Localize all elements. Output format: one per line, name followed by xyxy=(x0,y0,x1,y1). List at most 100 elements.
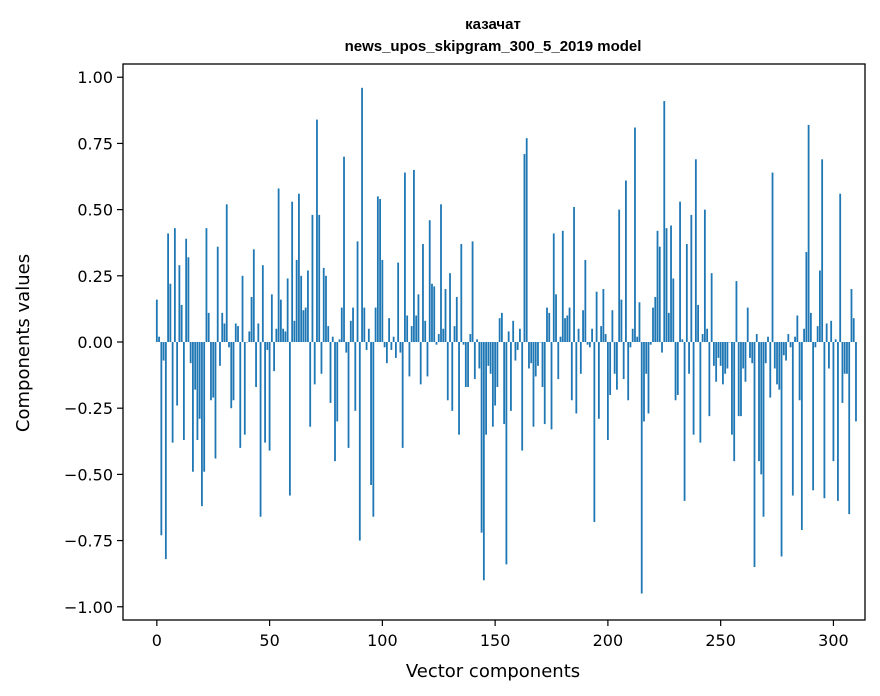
bar-95 xyxy=(370,342,372,485)
bar-205 xyxy=(618,209,621,342)
bar-306 xyxy=(846,342,848,374)
bar-163 xyxy=(523,154,526,342)
bar-7 xyxy=(171,342,174,443)
bar-123 xyxy=(433,286,436,342)
bar-297 xyxy=(825,323,828,342)
bar-45 xyxy=(257,323,260,342)
x-tick-label-50: 50 xyxy=(259,631,279,650)
bar-242 xyxy=(701,334,704,342)
y-tick-label-4: 0.00 xyxy=(77,333,113,352)
x-tick-label-100: 100 xyxy=(367,631,398,650)
bar-13 xyxy=(185,238,188,342)
bar-217 xyxy=(645,342,648,374)
bar-99 xyxy=(379,199,381,342)
bar-59 xyxy=(288,342,291,496)
bar-291 xyxy=(812,342,815,491)
bar-228 xyxy=(670,225,672,342)
bar-268 xyxy=(760,342,763,475)
bar-184 xyxy=(570,342,573,401)
bar-240 xyxy=(697,304,699,342)
bar-55 xyxy=(279,299,282,342)
bar-64 xyxy=(300,275,303,342)
y-axis: −1.00 −0.75 −0.50 −0.25 0.00 0.25 0.50 0.75 1.00 xyxy=(64,68,123,617)
bar-151 xyxy=(496,342,499,388)
bar-192 xyxy=(588,342,591,348)
bar-293 xyxy=(816,326,819,342)
bar-94 xyxy=(367,328,370,342)
bar-161 xyxy=(519,328,521,342)
bar-42 xyxy=(250,296,253,342)
bar-25 xyxy=(212,342,215,398)
bar-210 xyxy=(629,342,632,348)
bar-121 xyxy=(428,220,431,342)
bar-83 xyxy=(343,156,345,342)
bar-168 xyxy=(534,342,537,377)
bar-133 xyxy=(455,296,458,342)
bar-44 xyxy=(255,342,257,388)
bar-97 xyxy=(374,307,377,342)
bar-237 xyxy=(690,214,693,342)
bar-0 xyxy=(155,299,158,342)
bar-29 xyxy=(221,312,224,342)
bar-212 xyxy=(634,127,636,342)
bar-154 xyxy=(503,342,506,425)
bar-298 xyxy=(828,342,830,369)
bar-239 xyxy=(694,159,697,342)
bar-102 xyxy=(385,342,388,364)
y-tick-label-3: −0.25 xyxy=(64,399,113,418)
bar-70 xyxy=(313,342,316,385)
bar-33 xyxy=(230,342,233,409)
bar-295 xyxy=(821,159,824,342)
bar-145 xyxy=(482,342,485,581)
x-tick-label-300: 300 xyxy=(818,631,849,650)
bar-103 xyxy=(388,318,391,342)
chart-title-line-1: казачат xyxy=(465,16,521,33)
bar-177 xyxy=(555,294,557,342)
bar-194 xyxy=(593,342,596,523)
bar-300 xyxy=(832,342,835,462)
bar-201 xyxy=(609,342,612,395)
bar-220 xyxy=(652,307,654,342)
bar-10 xyxy=(178,265,181,342)
bar-134 xyxy=(458,342,460,435)
bar-130 xyxy=(449,273,451,342)
bar-266 xyxy=(755,334,758,342)
bar-269 xyxy=(762,342,765,517)
bar-23 xyxy=(207,312,210,342)
bar-234 xyxy=(683,342,686,501)
bar-31 xyxy=(225,204,228,342)
bar-46 xyxy=(259,342,262,517)
bar-4 xyxy=(164,342,167,560)
bar-61 xyxy=(293,320,296,342)
bar-51 xyxy=(270,294,273,342)
bar-52 xyxy=(273,342,275,372)
bar-211 xyxy=(631,328,634,342)
bar-296 xyxy=(823,342,826,499)
bar-178 xyxy=(557,342,560,380)
bar-173 xyxy=(546,307,548,342)
bar-214 xyxy=(638,302,641,342)
bar-232 xyxy=(679,201,681,342)
bar-156 xyxy=(507,331,510,342)
bar-39 xyxy=(243,342,246,435)
bar-257 xyxy=(735,281,738,342)
bar-116 xyxy=(417,294,420,342)
bar-115 xyxy=(415,315,418,342)
bar-17 xyxy=(194,342,197,390)
bar-86 xyxy=(349,320,352,342)
bar-141 xyxy=(473,342,476,380)
bar-285 xyxy=(798,342,801,401)
bar-162 xyxy=(521,342,524,451)
y-axis-label: Components values xyxy=(13,254,34,432)
bar-224 xyxy=(661,342,663,353)
bar-106 xyxy=(394,342,397,358)
bar-277 xyxy=(780,342,783,557)
bar-84 xyxy=(345,342,348,353)
bar-302 xyxy=(837,342,839,501)
bar-11 xyxy=(180,304,183,342)
bar-183 xyxy=(568,307,571,342)
bar-230 xyxy=(674,342,677,401)
bar-65 xyxy=(302,310,305,342)
bar-259 xyxy=(740,342,742,417)
bar-294 xyxy=(818,270,821,342)
